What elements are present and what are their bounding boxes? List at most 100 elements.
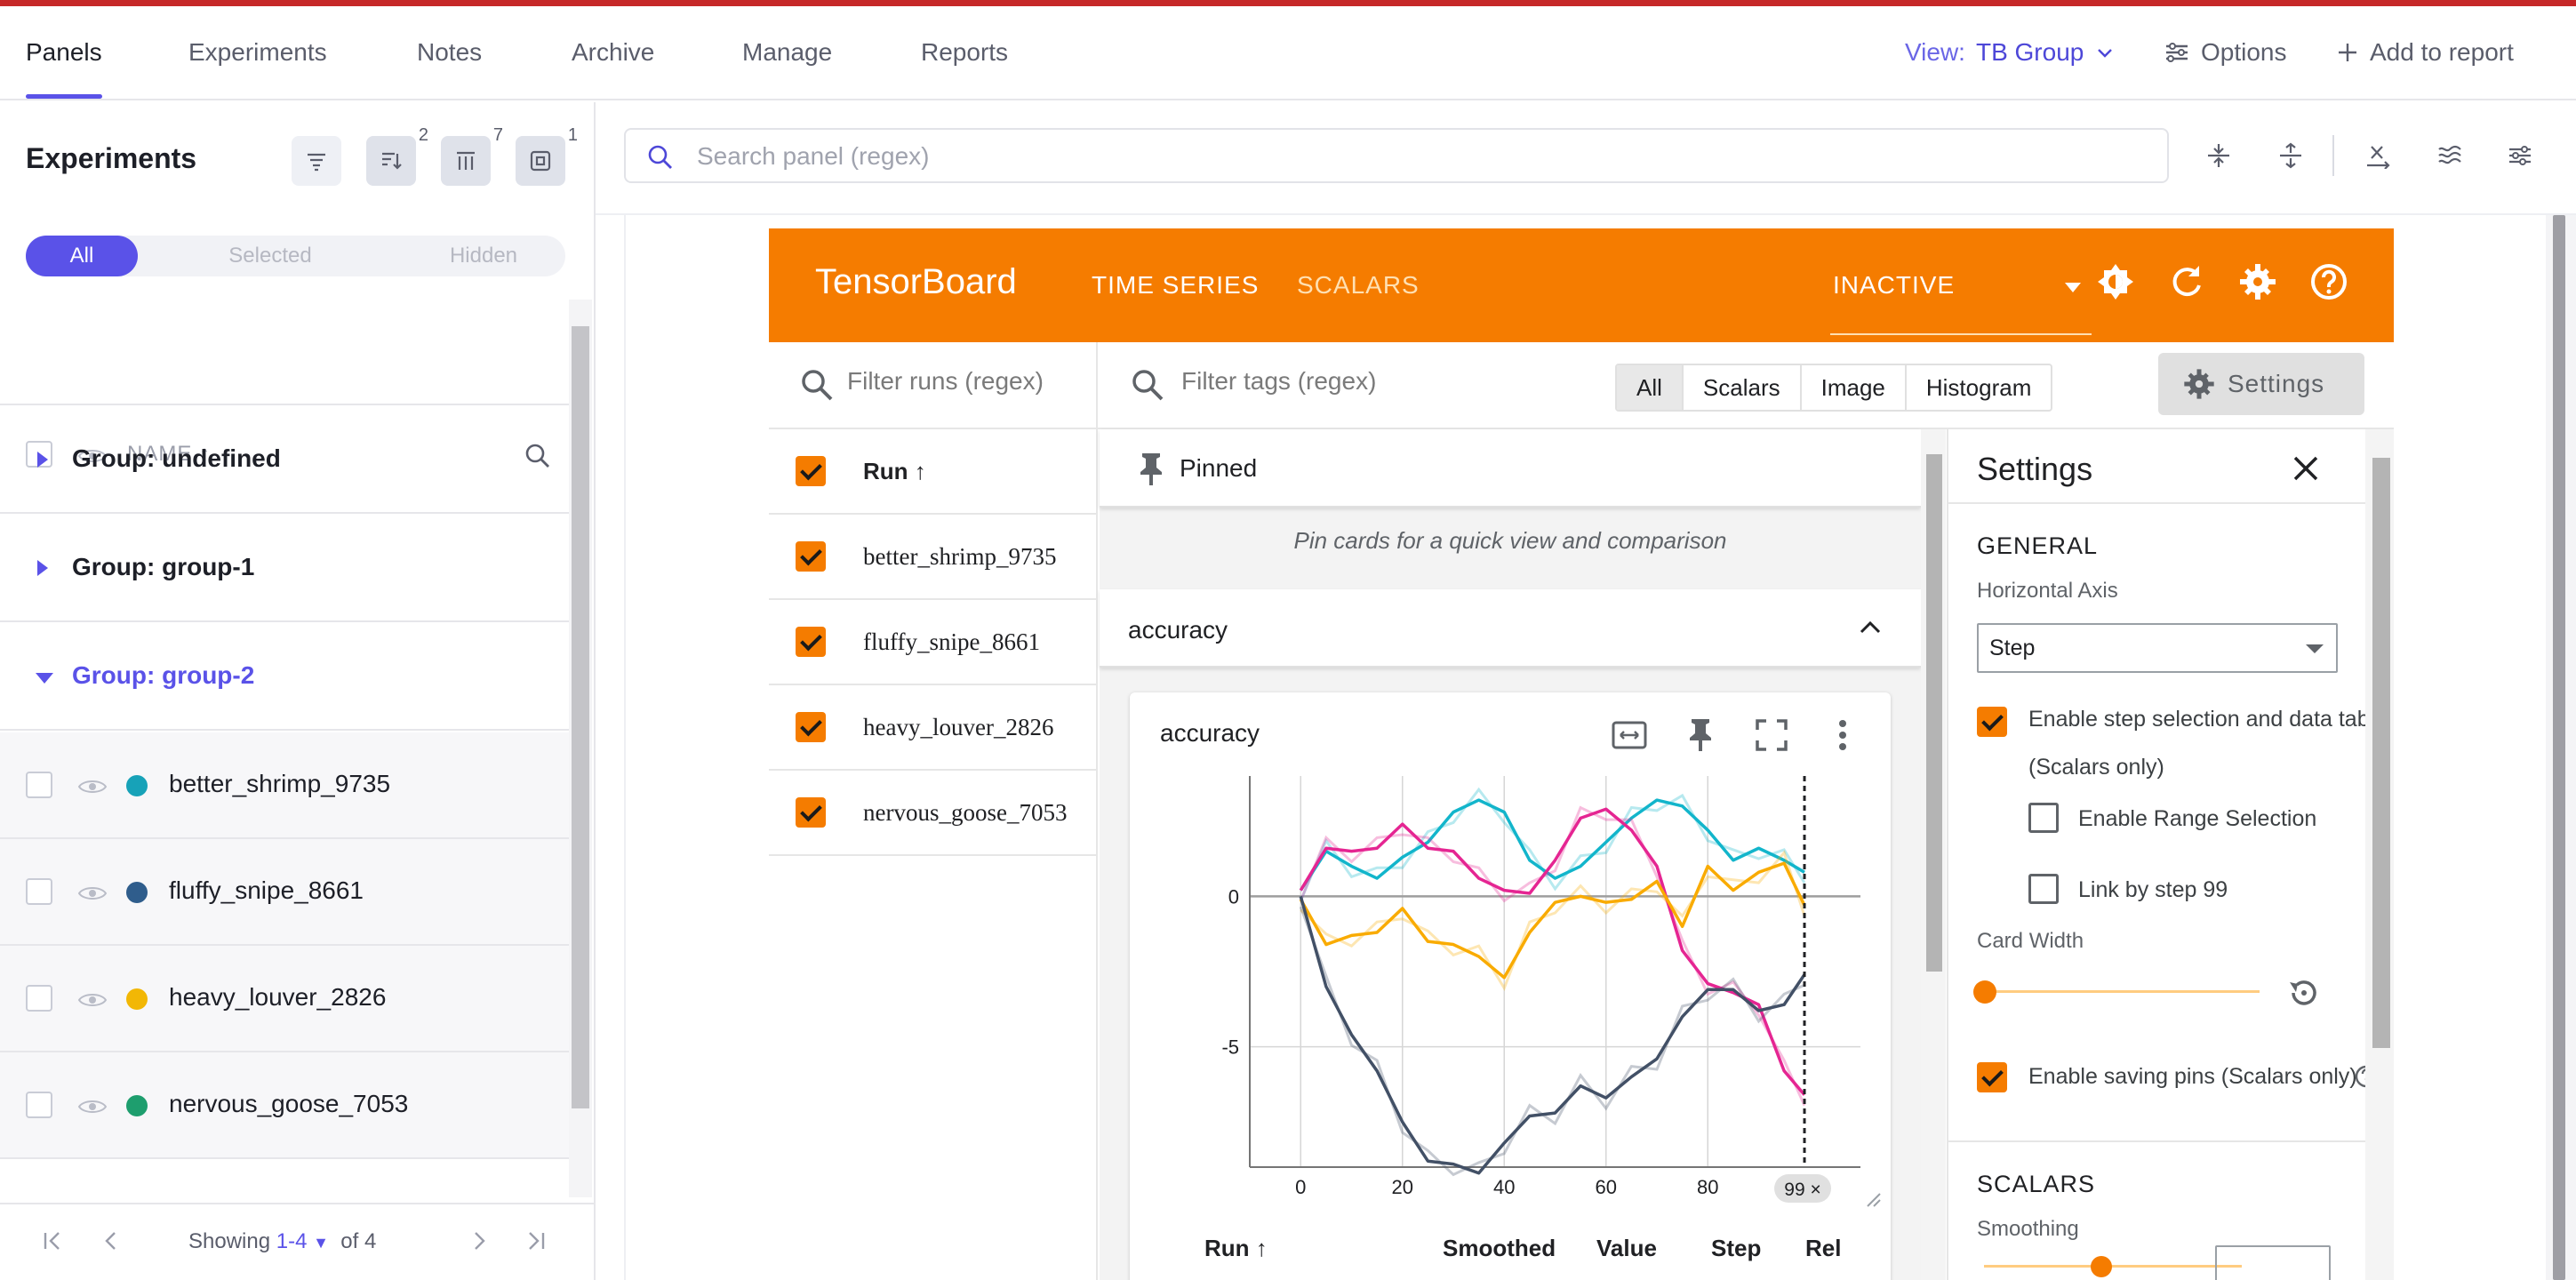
scrollbar-thumb[interactable] — [2372, 458, 2390, 1048]
filter-button[interactable] — [292, 136, 341, 186]
smoothing-slider-knob[interactable] — [2091, 1256, 2112, 1277]
group-button[interactable]: 1 — [516, 125, 578, 186]
run-row[interactable]: heavy_louver_2826 — [769, 685, 1098, 771]
range-selection-checkbox[interactable] — [2028, 803, 2059, 833]
step-selection-checkbox[interactable] — [1977, 707, 2007, 737]
card-width-slider-knob[interactable] — [1973, 980, 1996, 1004]
horizontal-axis-select[interactable]: Step — [1977, 623, 2338, 673]
step-marker-chip[interactable] — [1774, 1174, 1832, 1203]
expand-all-button[interactable] — [2270, 135, 2311, 176]
settings-toggle-button[interactable]: Settings — [2158, 353, 2364, 415]
scrollbar-thumb[interactable] — [2553, 215, 2565, 1280]
run-color-dot[interactable] — [126, 1095, 148, 1116]
run-row[interactable]: better_shrimp_9735 — [0, 732, 569, 839]
series-line[interactable] — [1299, 861, 1806, 980]
refresh-icon[interactable] — [2165, 260, 2208, 303]
smoothing-slider-track[interactable] — [1984, 1265, 2242, 1268]
run-row[interactable]: nervous_goose_7053 — [769, 771, 1098, 856]
sort-button[interactable]: 2 — [366, 125, 428, 186]
select-all-runs-checkbox[interactable] — [796, 456, 826, 486]
series-line[interactable] — [1299, 798, 1805, 892]
tab-notes[interactable]: Notes — [417, 38, 483, 66]
chevron-up-icon[interactable] — [1857, 614, 1884, 641]
run-color-dot[interactable] — [126, 882, 148, 903]
last-page-icon[interactable] — [524, 1229, 548, 1252]
search-icon[interactable] — [524, 443, 551, 469]
options-button[interactable]: Options — [2164, 6, 2287, 99]
search-input[interactable] — [697, 139, 2119, 174]
name-column-header[interactable]: NAME ↑ — [127, 442, 211, 467]
run-color-dot[interactable] — [126, 775, 148, 796]
col-smoothed[interactable]: Smoothed — [1443, 1235, 1556, 1261]
sidebar-scrollbar[interactable] — [569, 300, 592, 1197]
run-checkbox[interactable] — [796, 541, 826, 572]
group-header-accuracy[interactable]: accuracy — [1100, 589, 1921, 668]
run-checkbox[interactable] — [26, 1092, 52, 1118]
group-row-undefined[interactable]: Group: undefined — [0, 407, 569, 514]
status-select[interactable]: INACTIVE — [1833, 271, 1956, 299]
eye-icon[interactable] — [77, 884, 108, 903]
tab-reports[interactable]: Reports — [921, 38, 1009, 66]
group-row-group-1[interactable]: Group: group-1 — [0, 516, 569, 622]
card-width-slider-track[interactable] — [1984, 990, 2260, 993]
col-run[interactable]: Run ↑ — [1204, 1235, 1268, 1262]
caret-down-icon[interactable]: ▼ — [313, 1234, 329, 1252]
eye-icon[interactable] — [77, 777, 108, 796]
type-filter-histogram[interactable]: Histogram — [1925, 374, 2032, 401]
series-line[interactable] — [1299, 895, 1806, 1175]
link-by-step-checkbox[interactable] — [2028, 874, 2059, 904]
tab-archive[interactable]: Archive — [572, 38, 655, 66]
gear-icon[interactable] — [2236, 260, 2279, 303]
x-axis-button[interactable] — [2357, 135, 2398, 176]
run-checkbox[interactable] — [26, 985, 52, 1012]
pager-range[interactable]: 1-4 — [276, 1229, 308, 1253]
brightness-icon[interactable] — [2094, 260, 2137, 303]
smoothing-button[interactable] — [2429, 135, 2470, 176]
run-checkbox[interactable] — [796, 797, 826, 828]
run-row[interactable]: better_shrimp_9735 — [769, 515, 1098, 600]
col-step[interactable]: Step — [1711, 1235, 1762, 1261]
view-selector[interactable]: View: TB Group — [1905, 6, 2116, 99]
settings-scrollbar[interactable] — [2365, 429, 2394, 1280]
run-checkbox[interactable] — [26, 878, 52, 905]
run-row[interactable]: fluffy_snipe_8661 — [0, 839, 569, 946]
help-icon[interactable] — [2308, 260, 2350, 303]
run-row[interactable]: fluffy_snipe_8661 — [769, 600, 1098, 685]
type-filter-all[interactable]: All — [1617, 365, 1684, 410]
resize-handle-icon[interactable] — [1864, 1190, 1882, 1208]
close-icon[interactable] — [2286, 449, 2325, 488]
fit-domain-icon[interactable] — [1610, 716, 1649, 755]
run-color-dot[interactable] — [126, 988, 148, 1010]
run-row[interactable]: heavy_louver_2826 — [0, 946, 569, 1052]
run-checkbox[interactable] — [796, 712, 826, 742]
type-filter-scalars[interactable]: Scalars — [1684, 365, 1802, 410]
eye-icon[interactable] — [77, 1097, 108, 1116]
accuracy-chart[interactable]: 0 20 40 60 80 0 -5 99 × — [1130, 764, 1891, 1208]
add-to-report-button[interactable]: Add to report — [2336, 6, 2514, 99]
runs-column-header[interactable]: Run ↑ — [863, 458, 926, 485]
filter-tags-input[interactable] — [1181, 367, 1599, 396]
filter-all[interactable]: All — [26, 236, 138, 276]
tab-manage[interactable]: Manage — [742, 38, 833, 66]
eye-icon[interactable] — [77, 446, 108, 466]
panel-settings-button[interactable] — [2500, 135, 2540, 176]
type-filter-image[interactable]: Image — [1802, 365, 1907, 410]
first-page-icon[interactable] — [41, 1229, 64, 1252]
filter-selected[interactable]: Selected — [228, 244, 312, 268]
saving-pins-checkbox[interactable] — [1977, 1062, 2007, 1092]
tab-scalars[interactable]: SCALARS — [1297, 271, 1420, 299]
tab-time-series[interactable]: TIME SERIES — [1069, 271, 1281, 346]
columns-button[interactable]: 7 — [441, 125, 503, 186]
run-checkbox[interactable] — [26, 772, 52, 798]
pin-icon[interactable] — [1681, 716, 1720, 755]
cards-scrollbar[interactable] — [1921, 429, 1946, 1280]
next-page-icon[interactable] — [468, 1229, 491, 1252]
eye-icon[interactable] — [77, 990, 108, 1010]
main-scrollbar[interactable] — [2546, 215, 2576, 1280]
group-row-group-2[interactable]: Group: group-2 — [0, 624, 569, 731]
col-value[interactable]: Value — [1596, 1235, 1657, 1261]
tab-panels[interactable]: Panels — [26, 6, 102, 99]
filter-runs-input[interactable] — [847, 367, 1087, 396]
scrollbar-thumb[interactable] — [1926, 454, 1942, 972]
more-vert-icon[interactable] — [1823, 716, 1862, 755]
